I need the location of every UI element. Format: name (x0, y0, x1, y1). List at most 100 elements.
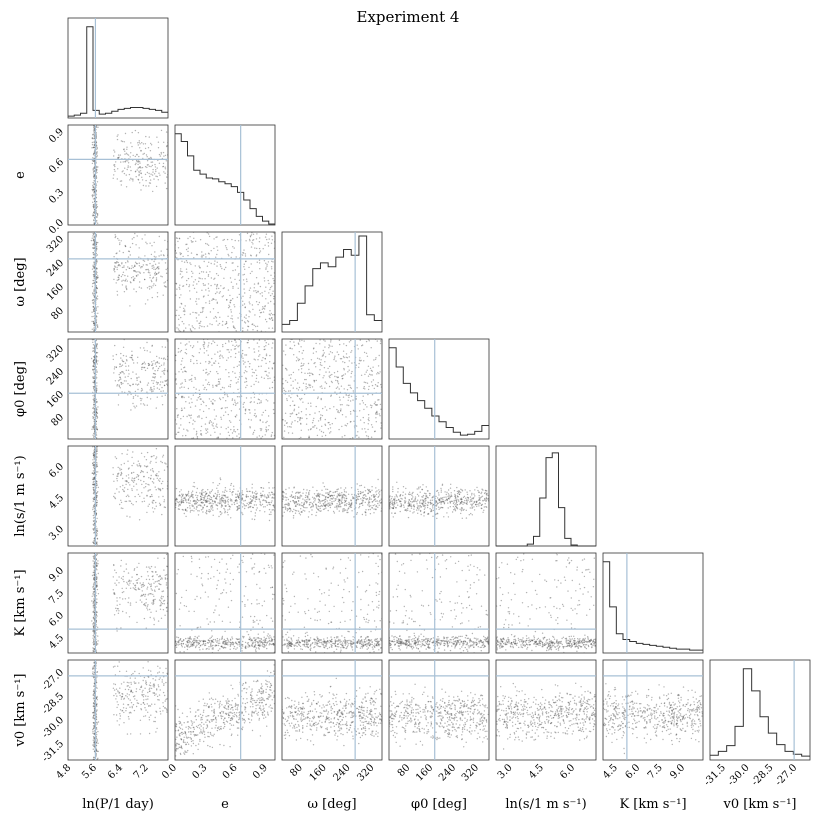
scatter-point (129, 391, 131, 393)
scatter-point (118, 385, 121, 388)
scatter-point (268, 508, 271, 511)
scatter-point (93, 295, 96, 297)
scatter-point (159, 489, 162, 492)
scatter-point (95, 165, 98, 168)
scatter-point (255, 498, 257, 501)
scatter-point (146, 396, 148, 399)
scatter-point (192, 241, 194, 243)
scatter-point (209, 510, 212, 512)
scatter-point (135, 274, 138, 277)
scatter-point (205, 493, 207, 496)
scatter-point (181, 396, 183, 399)
scatter-point (222, 287, 224, 290)
scatter-point (175, 354, 177, 357)
scatter-point (145, 264, 147, 266)
scatter-point (263, 377, 265, 379)
scatter-point (93, 464, 95, 466)
scatter-point (300, 511, 302, 513)
scatter-point (204, 423, 207, 425)
scatter-point (193, 386, 195, 389)
scatter-point (292, 380, 294, 382)
scatter-point (116, 261, 118, 263)
scatter-point (178, 237, 181, 239)
scatter-point (138, 262, 140, 264)
y-tick-label: 80 (49, 305, 66, 322)
scatter-point (271, 496, 274, 498)
scatter-point (263, 308, 266, 310)
scatter-point (338, 388, 340, 390)
scatter-point (283, 496, 285, 498)
scatter-point (243, 266, 245, 268)
scatter-point (131, 472, 133, 474)
scatter-point (156, 266, 159, 268)
scatter-point (137, 478, 140, 481)
scatter-point (114, 496, 116, 499)
panel-frame (388, 445, 490, 547)
scatter-point (308, 436, 310, 439)
scatter-point (119, 363, 121, 366)
scatter-point (140, 390, 143, 392)
scatter-point (93, 355, 96, 358)
scatter-point (93, 358, 96, 361)
scatter-point (235, 499, 237, 501)
scatter-point (313, 417, 315, 420)
scatter-point (221, 386, 224, 389)
scatter-point (93, 381, 95, 383)
scatter-point (93, 247, 95, 250)
scatter-point (485, 500, 488, 502)
scatter-point (181, 495, 184, 497)
scatter-point (358, 366, 360, 368)
scatter-point (288, 395, 290, 397)
scatter-point (208, 408, 210, 410)
scatter-point (429, 493, 431, 495)
scatter-point (212, 509, 214, 511)
scatter-point (137, 179, 140, 181)
scatter-point (299, 398, 301, 400)
scatter-point (298, 343, 300, 345)
scatter-point (329, 490, 331, 493)
scatter-point (350, 502, 353, 504)
scatter-point (132, 383, 134, 385)
scatter-point (252, 496, 255, 499)
scatter-point (313, 347, 315, 349)
scatter-point (330, 380, 333, 383)
scatter-point (160, 482, 163, 485)
scatter-point (374, 495, 377, 497)
scatter-point (91, 472, 94, 474)
scatter-point (348, 369, 350, 371)
y-tick-label: 240 (45, 258, 66, 279)
scatter-point (244, 292, 246, 294)
scatter-point (96, 530, 99, 532)
scatter-point (93, 211, 95, 214)
scatter-point (424, 502, 427, 505)
scatter-point (248, 347, 250, 349)
scatter-point (250, 500, 253, 502)
scatter-point (219, 316, 221, 318)
scatter-point (258, 435, 261, 437)
scatter-point (237, 317, 239, 319)
scatter-point (153, 266, 155, 268)
scatter-point (266, 238, 268, 241)
scatter-point (358, 362, 360, 365)
scatter-point (338, 499, 341, 501)
scatter-point (204, 386, 206, 389)
scatter-point (201, 325, 203, 328)
scatter-point (302, 509, 304, 511)
scatter-point (288, 503, 290, 505)
scatter-point (93, 238, 95, 241)
scatter-point (376, 340, 378, 342)
scatter-point (290, 426, 292, 428)
scatter-point (141, 492, 143, 494)
scatter-point (113, 164, 115, 166)
scatter-point (146, 511, 148, 514)
scatter-point (93, 522, 96, 525)
scatter-point (212, 384, 214, 386)
scatter-point (188, 402, 191, 404)
scatter-point (96, 152, 98, 154)
scatter-point (198, 500, 200, 502)
scatter-point (267, 501, 270, 504)
scatter-point (190, 330, 193, 332)
scatter-point (189, 329, 192, 331)
scatter-point (205, 500, 207, 502)
scatter-point (258, 499, 261, 501)
